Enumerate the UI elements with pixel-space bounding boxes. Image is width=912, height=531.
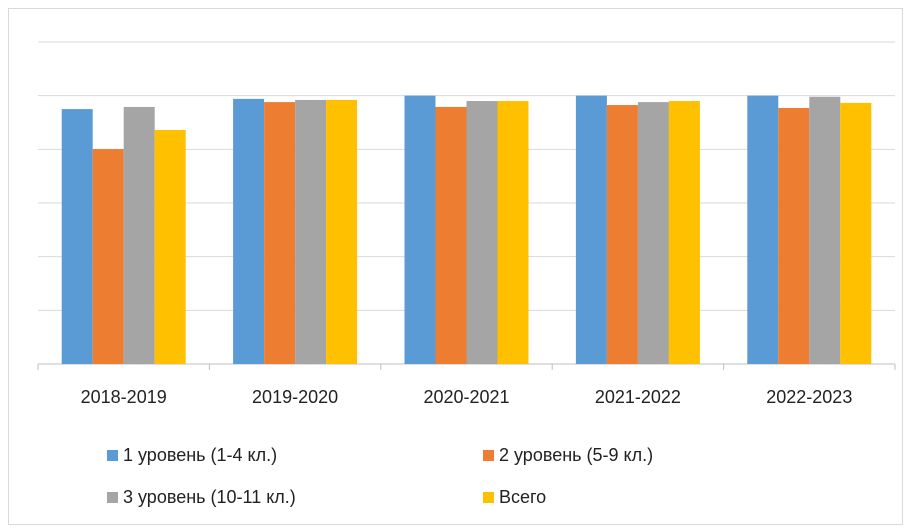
bar <box>61 109 93 364</box>
bar <box>295 99 327 365</box>
x-tick-label: 2020-2021 <box>423 387 509 407</box>
bar <box>606 105 638 364</box>
legend-swatch <box>107 450 118 461</box>
bar <box>575 95 607 365</box>
bar <box>92 149 124 364</box>
legend-swatch <box>483 450 494 461</box>
legend-label: 2 уровень (5-9 кл.) <box>499 445 653 465</box>
x-tick-label: 2018-2019 <box>81 387 167 407</box>
bar <box>466 101 498 365</box>
bar <box>747 95 779 365</box>
bar <box>326 99 358 365</box>
bar <box>435 106 467 364</box>
bar <box>264 102 296 365</box>
legend-swatch <box>483 492 494 503</box>
legend-label: 1 уровень (1-4 кл.) <box>123 445 277 465</box>
bar <box>154 130 186 364</box>
bar <box>497 101 529 365</box>
bar <box>404 95 436 365</box>
bar <box>840 102 872 364</box>
bar <box>123 106 155 364</box>
legend-swatch <box>107 492 118 503</box>
x-tick-label: 2021-2022 <box>595 387 681 407</box>
bar <box>637 102 669 365</box>
bar <box>778 108 810 364</box>
x-tick-label: 2022-2023 <box>766 387 852 407</box>
x-tick-label: 2019-2020 <box>252 387 338 407</box>
bar <box>233 98 265 365</box>
legend-label: 3 уровень (10-11 кл.) <box>123 487 296 507</box>
bar <box>668 101 700 365</box>
bar <box>809 96 841 365</box>
legend-label: Всего <box>499 487 546 507</box>
